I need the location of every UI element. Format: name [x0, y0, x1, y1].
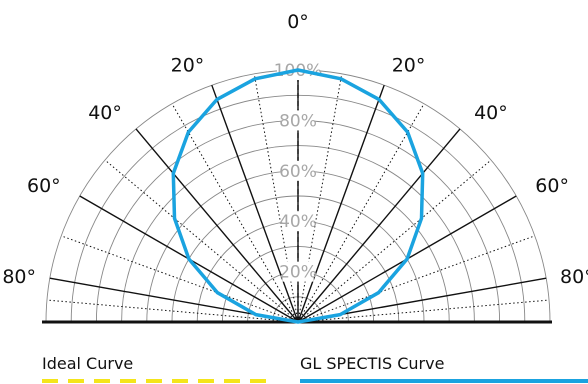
angle-label-right-80: 80° — [560, 266, 588, 288]
radial-label-bg-40 — [282, 211, 314, 232]
radial-label-60: 60% — [279, 162, 317, 182]
angle-label-right-60: 60° — [535, 175, 569, 197]
angle-labels-layer: 0° 20° 20° 40° 40° 60° 60° 80° 80° — [2, 11, 588, 288]
angle-label-left-60: 60° — [27, 175, 61, 197]
angle-label-top: 0° — [287, 11, 309, 33]
series-layer — [171, 68, 425, 324]
legend-label-ideal: Ideal Curve — [42, 354, 134, 373]
radial-label-bg-20 — [282, 261, 314, 282]
spoke-l20 — [211, 84, 299, 323]
angle-label-right-20: 20° — [392, 55, 426, 77]
radial-labels-layer: 100%80%60%40%20% — [274, 60, 322, 283]
angle-label-left-80: 80° — [2, 266, 36, 288]
radial-label-20: 20% — [279, 263, 317, 283]
radial-label-80: 80% — [279, 111, 317, 131]
spoke-r40 — [297, 128, 461, 323]
radial-label-bg-60 — [282, 160, 314, 181]
legend-label-gl-spectis: GL SPECTIS Curve — [300, 354, 445, 373]
radial-label-bg-80 — [282, 110, 314, 131]
angle-label-left-40: 40° — [88, 102, 122, 124]
spoke-r20 — [297, 84, 385, 323]
angle-label-left-20: 20° — [171, 55, 205, 77]
angle-label-right-40: 40° — [474, 102, 508, 124]
spoke-l40 — [135, 128, 299, 323]
radial-label-40: 40% — [279, 212, 317, 232]
